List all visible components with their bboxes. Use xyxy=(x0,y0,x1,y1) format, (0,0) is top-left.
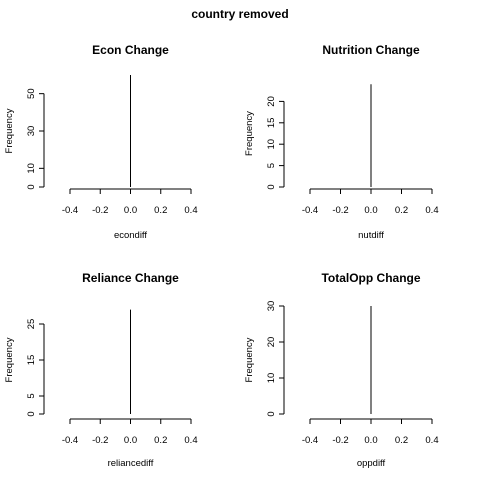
y-tick-label: 25 xyxy=(26,319,37,330)
x-tick-label: 0.0 xyxy=(364,205,377,216)
panel-title: Econ Change xyxy=(92,43,169,57)
y-tick-label: 50 xyxy=(26,88,37,99)
panel-title: TotalOpp Change xyxy=(321,271,420,285)
y-tick-label: 5 xyxy=(266,163,277,168)
y-tick-label: 10 xyxy=(26,163,37,174)
y-tick-label: 0 xyxy=(266,184,277,189)
x-tick-label: -0.2 xyxy=(92,205,108,216)
y-tick-label: 15 xyxy=(26,355,37,366)
x-tick-label: -0.4 xyxy=(302,205,318,216)
x-tick-label: 0.0 xyxy=(124,435,137,446)
y-tick-label: 0 xyxy=(26,411,37,416)
x-tick-label: -0.4 xyxy=(62,435,78,446)
x-tick-label: 0.4 xyxy=(184,435,197,446)
x-tick-label: 0.4 xyxy=(425,435,438,446)
y-axis-label: Frequency xyxy=(244,337,255,382)
y-axis-label: Frequency xyxy=(4,337,15,382)
y-tick-label: 5 xyxy=(26,393,37,398)
x-tick-label: 0.2 xyxy=(395,435,408,446)
x-axis-label: reliancediff xyxy=(108,458,154,469)
y-tick-label: 0 xyxy=(266,411,277,416)
main-title: country removed xyxy=(191,7,288,21)
panel-title: Reliance Change xyxy=(82,271,179,285)
y-axis-label: Frequency xyxy=(244,111,255,156)
y-tick-label: 10 xyxy=(266,373,277,384)
x-axis-label: nutdiff xyxy=(358,230,384,241)
x-tick-label: 0.2 xyxy=(154,205,167,216)
x-tick-label: -0.4 xyxy=(62,205,78,216)
x-tick-label: 0.0 xyxy=(364,435,377,446)
y-tick-label: 30 xyxy=(266,301,277,312)
x-tick-label: 0.0 xyxy=(124,205,137,216)
panel-title: Nutrition Change xyxy=(322,43,420,57)
x-axis-label: oppdiff xyxy=(357,458,386,469)
y-tick-label: 20 xyxy=(266,337,277,348)
y-tick-label: 30 xyxy=(26,126,37,137)
x-tick-label: 0.4 xyxy=(425,205,438,216)
x-tick-label: 0.4 xyxy=(184,205,197,216)
y-tick-label: 10 xyxy=(266,139,277,150)
y-tick-label: 20 xyxy=(266,96,277,107)
y-tick-label: 15 xyxy=(266,118,277,129)
x-tick-label: -0.2 xyxy=(332,205,348,216)
x-tick-label: -0.2 xyxy=(92,435,108,446)
x-tick-label: 0.2 xyxy=(395,205,408,216)
x-axis-label: econdiff xyxy=(114,230,147,241)
y-tick-label: 0 xyxy=(26,184,37,189)
y-axis-label: Frequency xyxy=(4,108,15,153)
x-tick-label: -0.2 xyxy=(332,435,348,446)
x-tick-label: -0.4 xyxy=(302,435,318,446)
x-tick-label: 0.2 xyxy=(154,435,167,446)
